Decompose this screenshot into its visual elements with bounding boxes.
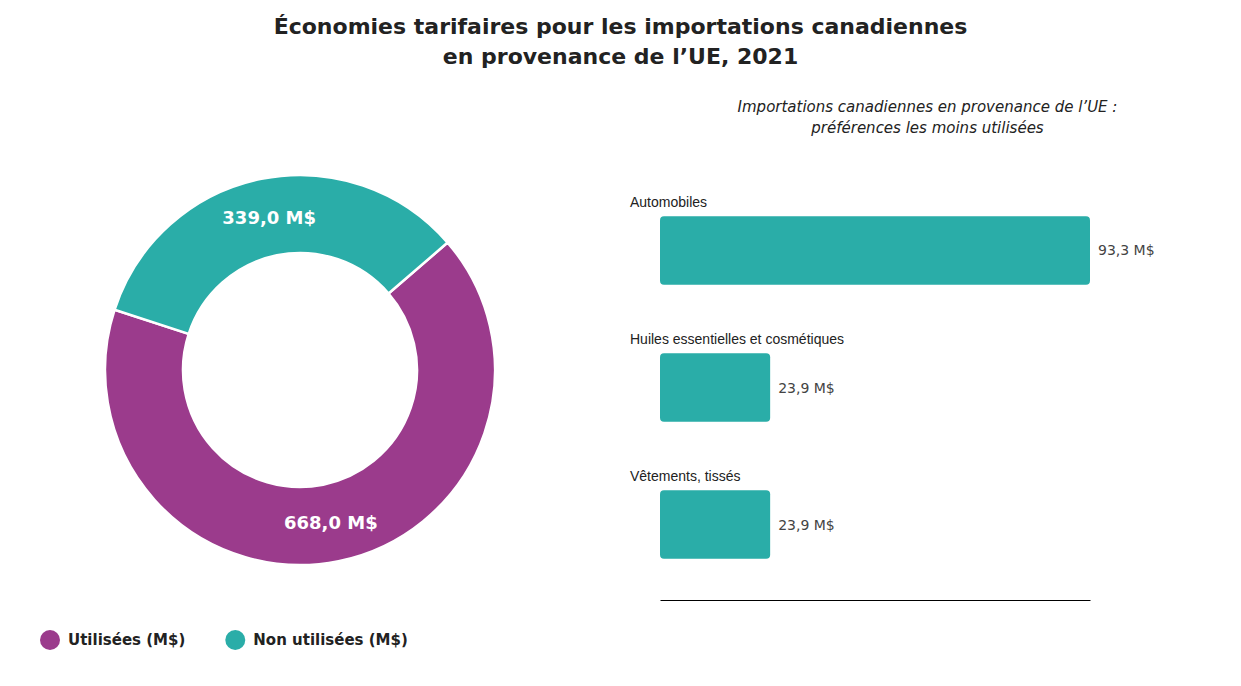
title-line: en provenance de l’UE, 2021 bbox=[443, 44, 798, 69]
x-axis-line bbox=[661, 600, 1091, 601]
slices bbox=[105, 175, 495, 565]
bars bbox=[660, 216, 1090, 559]
y-tick: Huiles essentielles et cosmétiques bbox=[630, 331, 844, 347]
title-line: Importations canadiennes en provenance d… bbox=[738, 98, 1118, 116]
title-line: Économies tarifaires pour les importatio… bbox=[274, 14, 968, 39]
legend-item: Utilisées (M$) bbox=[40, 630, 185, 650]
data-labels: 668,0 M$ 339,0 M$ bbox=[222, 207, 377, 534]
data-labels: 93,3 M$ 23,9 M$ 23,9 M$ bbox=[778, 242, 1154, 532]
data-label: 93,3 M$ bbox=[1098, 242, 1155, 258]
slice bbox=[115, 175, 448, 334]
legend-label: Non utilisées (M$) bbox=[253, 631, 408, 649]
data-label: 668,0 M$ bbox=[284, 512, 378, 533]
y-tick-label: Vêtements, tissés bbox=[630, 468, 741, 484]
data-label: 23,9 M$ bbox=[778, 517, 835, 533]
bar-chart: Importations canadiennes en provenance d… bbox=[630, 98, 1155, 601]
title: Économies tarifaires pour les importatio… bbox=[274, 14, 968, 69]
y-tick: Automobiles bbox=[630, 194, 707, 210]
legend-swatch bbox=[225, 630, 245, 650]
y-tick: Vêtements, tissés bbox=[630, 468, 741, 484]
bar bbox=[660, 216, 1090, 285]
subtitle: Importations canadiennes en provenance d… bbox=[738, 98, 1118, 137]
y-axis: Automobiles Huiles essentielles et cosmét… bbox=[630, 194, 844, 484]
bar bbox=[660, 353, 770, 422]
data-label: 23,9 M$ bbox=[778, 380, 835, 396]
data-label: 339,0 M$ bbox=[222, 207, 316, 228]
x-axis bbox=[661, 600, 1091, 601]
chart-root: Économies tarifaires pour les importatio… bbox=[0, 0, 1241, 686]
legend-swatch bbox=[40, 630, 60, 650]
y-tick-label: Automobiles bbox=[630, 194, 707, 210]
legend-label: Utilisées (M$) bbox=[68, 631, 185, 649]
y-tick-label: Huiles essentielles et cosmétiques bbox=[630, 331, 844, 347]
legend: Utilisées (M$) Non utilisées (M$) bbox=[40, 630, 408, 650]
bar bbox=[660, 490, 770, 559]
legend-item: Non utilisées (M$) bbox=[225, 630, 408, 650]
title-line: préférences les moins utilisées bbox=[810, 119, 1044, 137]
